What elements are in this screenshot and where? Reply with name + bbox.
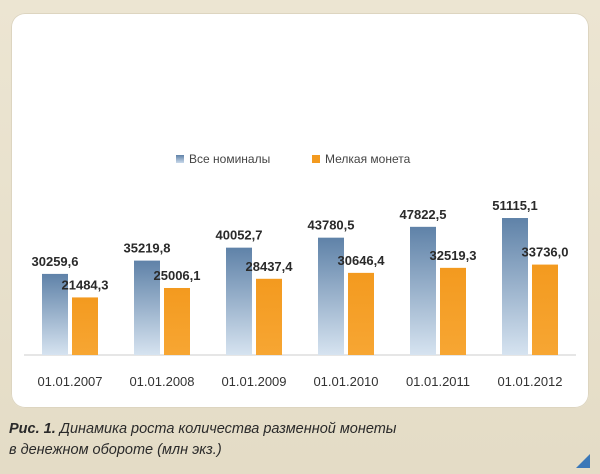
data-label-small-2: 25006,1 xyxy=(154,268,201,283)
data-label-small-5: 32519,3 xyxy=(430,248,477,263)
data-label-small-1: 21484,3 xyxy=(62,277,109,292)
x-tick-labels: 01.01.2007 01.01.2008 01.01.2009 01.01.2010… xyxy=(37,374,562,389)
bar-small-1 xyxy=(72,297,98,355)
data-label-small-3: 28437,4 xyxy=(246,259,294,274)
data-label-small-4: 30646,4 xyxy=(338,253,386,268)
x-tick-label-4: 01.01.2010 xyxy=(313,374,378,389)
bar-all-2 xyxy=(134,260,160,355)
bar-small-4 xyxy=(348,272,374,355)
data-label-all-1: 30259,6 xyxy=(32,254,79,269)
data-label-all-2: 35219,8 xyxy=(124,241,171,256)
data-label-small-6: 33736,0 xyxy=(522,245,569,260)
legend-label-all: Все номиналы xyxy=(189,152,270,166)
legend-swatch-small xyxy=(312,155,320,163)
bar-all-5 xyxy=(410,226,436,355)
x-tick-label-1: 01.01.2007 xyxy=(37,374,102,389)
caption-lead: Рис. 1. xyxy=(9,421,56,437)
bar-all-6 xyxy=(502,218,528,355)
x-tick-label-5: 01.01.2011 xyxy=(406,374,470,389)
data-label-all-6: 51115,1 xyxy=(492,198,538,213)
caption-line-1: Динамика роста количества разменной моне… xyxy=(59,421,397,437)
bar-small-5 xyxy=(440,267,466,355)
data-labels-group: 30259,6 21484,3 35219,8 25006,1 40052,7 28437… xyxy=(32,198,569,292)
data-label-all-5: 47822,5 xyxy=(400,207,447,222)
bar-small-3 xyxy=(256,278,282,355)
chart-legend: Все номиналы Мелкая монета xyxy=(176,152,411,166)
bar-small-6 xyxy=(532,264,558,355)
corner-triangle-icon xyxy=(576,454,590,468)
bar-small-2 xyxy=(164,287,190,355)
figure-caption: Рис. 1. Динамика роста количества размен… xyxy=(9,419,549,461)
x-tick-label-2: 01.01.2008 xyxy=(129,374,194,389)
caption-line-2: в денежном обороте (млн экз.) xyxy=(9,442,222,458)
x-tick-label-3: 01.01.2009 xyxy=(221,374,286,389)
bar-all-3 xyxy=(226,247,252,355)
legend-label-small: Мелкая монета xyxy=(325,152,411,166)
x-tick-label-6: 01.01.2012 xyxy=(497,374,562,389)
data-label-all-3: 40052,7 xyxy=(216,228,263,243)
data-label-all-4: 43780,5 xyxy=(308,218,355,233)
legend-swatch-all xyxy=(176,155,184,163)
bar-all-4 xyxy=(318,237,344,355)
bars-group xyxy=(42,218,558,355)
chart-panel xyxy=(11,13,589,408)
bar-all-1 xyxy=(42,273,68,355)
